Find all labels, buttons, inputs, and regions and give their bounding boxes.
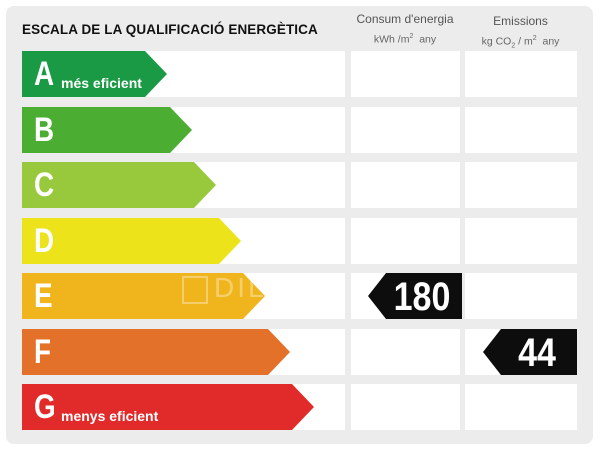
rating-row-c: C bbox=[0, 162, 600, 208]
consumption-cell bbox=[351, 162, 460, 208]
emissions-cell bbox=[465, 384, 577, 430]
emissions-label: Emissions bbox=[493, 14, 548, 28]
rating-letter: E bbox=[34, 277, 53, 315]
emissions-indicator-value: 44 bbox=[518, 331, 556, 375]
rating-cell: F bbox=[22, 329, 345, 375]
rating-bar-c: C bbox=[22, 162, 216, 208]
rating-row-b: B bbox=[0, 107, 600, 153]
consumption-cell bbox=[351, 51, 460, 97]
rating-bar-d: D bbox=[22, 218, 241, 264]
rating-row-d: D bbox=[0, 218, 600, 264]
consumption-cell bbox=[351, 107, 460, 153]
emissions-column-header: Emissions kg CO2 / m2 any bbox=[464, 12, 577, 56]
consumption-column-header: Consum d'energia kWh /m2 any bbox=[350, 10, 460, 49]
rating-description: més eficient bbox=[61, 75, 142, 91]
emissions-unit: kg CO2 / m2 any bbox=[481, 35, 560, 50]
consumption-indicator: 180 bbox=[368, 273, 462, 319]
rating-cell: D bbox=[22, 218, 345, 264]
rating-bar-f: F bbox=[22, 329, 290, 375]
rating-letter: A bbox=[34, 55, 55, 93]
emissions-cell bbox=[465, 51, 577, 97]
consumption-indicator-value: 180 bbox=[393, 275, 451, 319]
consumption-cell bbox=[351, 218, 460, 264]
scale-title: ESCALA DE LA QUALIFICACIÓ ENERGÈTICA bbox=[22, 22, 318, 37]
rating-row-e: E 180 bbox=[0, 273, 600, 319]
emissions-cell bbox=[465, 162, 577, 208]
emissions-cell: 44 bbox=[465, 329, 577, 375]
emissions-cell bbox=[465, 273, 577, 319]
rating-cell: E bbox=[22, 273, 345, 319]
emissions-cell bbox=[465, 218, 577, 264]
consumption-cell: 180 bbox=[351, 273, 462, 319]
rating-cell: C bbox=[22, 162, 345, 208]
consumption-cell bbox=[351, 329, 460, 375]
emissions-cell bbox=[465, 107, 577, 153]
rating-row-f: F 44 bbox=[0, 329, 600, 375]
consumption-label: Consum d'energia bbox=[356, 12, 454, 26]
rating-letter: G bbox=[34, 388, 56, 426]
consumption-cell bbox=[351, 384, 460, 430]
rating-letter: D bbox=[34, 222, 55, 260]
rating-letter: F bbox=[34, 333, 52, 371]
consumption-unit: kWh /m2 any bbox=[373, 33, 437, 46]
rating-letter: C bbox=[34, 166, 55, 204]
rating-bar-b: B bbox=[22, 107, 192, 153]
emissions-indicator: 44 bbox=[483, 329, 577, 375]
rating-cell: B bbox=[22, 107, 345, 153]
rating-description: menys eficient bbox=[61, 408, 159, 424]
rating-letter: B bbox=[34, 111, 55, 149]
rating-bar-e: E bbox=[22, 273, 265, 319]
